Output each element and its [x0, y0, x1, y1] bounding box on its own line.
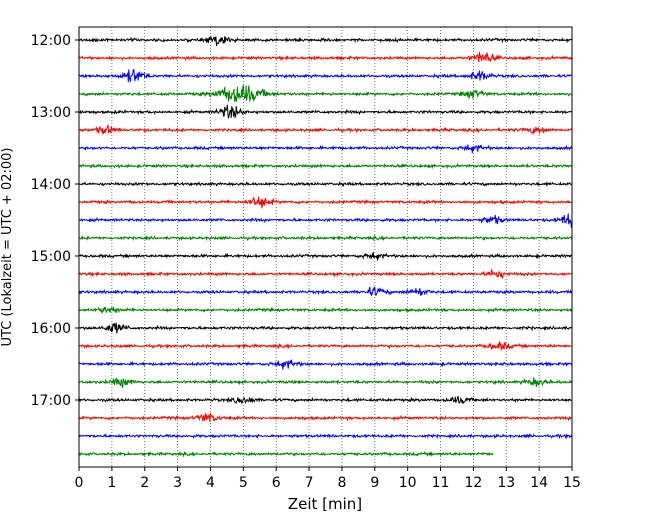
trace-row-17 — [78, 341, 573, 351]
x-tick-label: 6 — [272, 475, 281, 491]
trace-row-13 — [78, 268, 573, 280]
trace-row-14 — [78, 286, 573, 297]
x-tick-label: 4 — [206, 475, 215, 491]
trace-row-23 — [78, 450, 494, 458]
trace-row-3 — [78, 85, 573, 103]
x-tick-label: 1 — [107, 475, 116, 491]
trace-row-5 — [78, 123, 573, 135]
trace-row-2 — [78, 68, 573, 83]
trace-row-18 — [78, 359, 573, 370]
trace-row-22 — [78, 433, 573, 440]
trace-row-6 — [78, 144, 573, 154]
y-tick-label: 17:00 — [31, 393, 71, 409]
x-tick-label: 2 — [140, 475, 149, 491]
x-tick-label: 11 — [432, 475, 450, 491]
y-axis-label: UTC (Lokalzeit = UTC + 02:00) — [0, 148, 15, 347]
plot-frame — [78, 26, 573, 468]
trace-row-1 — [78, 51, 573, 63]
trace-row-4 — [78, 104, 573, 119]
trace-row-21 — [78, 412, 572, 422]
x-tick-label: 0 — [75, 475, 84, 491]
x-tick-label: 3 — [173, 475, 182, 491]
x-tick-label: 12 — [464, 475, 482, 491]
x-tick-label: 15 — [563, 475, 581, 491]
trace-row-11 — [78, 234, 573, 242]
x-tick-label: 10 — [399, 475, 417, 491]
trace-row-8 — [79, 180, 573, 187]
trace-group — [78, 35, 573, 458]
x-tick-label: 14 — [530, 475, 548, 491]
trace-row-16 — [78, 322, 573, 334]
x-tick-label: 7 — [305, 475, 314, 491]
x-axis-label: Zeit [min] — [288, 495, 362, 513]
x-tick-label: 5 — [239, 475, 248, 491]
y-tick-label: 13:00 — [31, 105, 71, 121]
x-axis-ticks: 0 1 2 3 4 5 6 7 8 9 10 11 12 13 14 15 — [75, 467, 581, 491]
trace-row-10 — [78, 213, 573, 228]
trace-row-12 — [78, 252, 573, 261]
x-tick-label: 13 — [497, 475, 515, 491]
y-tick-label: 14:00 — [31, 177, 71, 193]
y-axis-ticks: 12:00 13:00 14:00 15:00 16:00 17:00 — [31, 33, 79, 409]
trace-row-9 — [78, 196, 573, 209]
y-tick-label: 16:00 — [31, 321, 71, 337]
trace-row-0 — [78, 35, 573, 47]
trace-row-7 — [79, 162, 573, 170]
trace-row-15 — [78, 306, 573, 315]
grid-lines — [111, 27, 540, 467]
trace-row-20 — [78, 395, 573, 405]
trace-row-19 — [78, 377, 573, 389]
y-tick-label: 15:00 — [31, 249, 71, 265]
x-tick-label: 9 — [370, 475, 379, 491]
y-tick-label: 12:00 — [31, 33, 71, 49]
x-tick-label: 8 — [337, 475, 346, 491]
